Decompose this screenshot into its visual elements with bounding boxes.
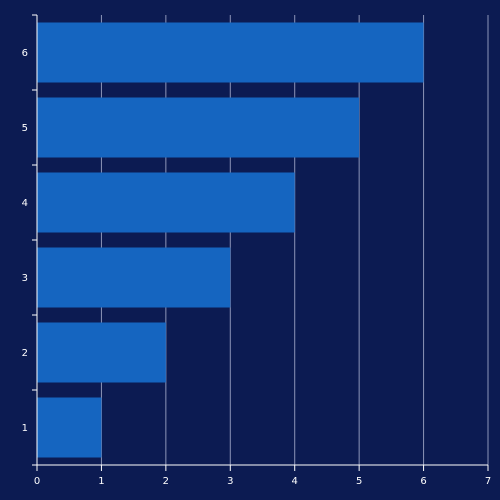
grid-lines: [100, 15, 489, 465]
bar-2: [37, 322, 166, 383]
x-tick-label: 5: [356, 476, 362, 487]
bars: [37, 22, 424, 458]
y-tick-label: 2: [22, 348, 28, 359]
x-tick-label: 7: [485, 476, 491, 487]
tick-labels: 0 1 2 3 4 5 6 7 1 2 3 4 5 6: [22, 48, 492, 487]
bar-4: [37, 172, 295, 233]
bar-3: [37, 247, 231, 308]
x-tick-label: 1: [98, 476, 104, 487]
bar-1: [37, 397, 102, 458]
x-tick-label: 6: [420, 476, 426, 487]
x-tick-label: 0: [34, 476, 40, 487]
y-tick-label: 6: [22, 48, 28, 59]
x-tick-label: 4: [292, 476, 298, 487]
bar-5: [37, 97, 360, 158]
y-tick-label: 4: [22, 198, 28, 209]
y-tick-label: 1: [22, 423, 28, 434]
y-tick-label: 5: [22, 123, 28, 134]
bar-6: [37, 22, 424, 83]
x-tick-label: 3: [227, 476, 233, 487]
y-tick-label: 3: [22, 273, 28, 284]
axes: [32, 14, 489, 471]
x-tick-label: 2: [163, 476, 169, 487]
